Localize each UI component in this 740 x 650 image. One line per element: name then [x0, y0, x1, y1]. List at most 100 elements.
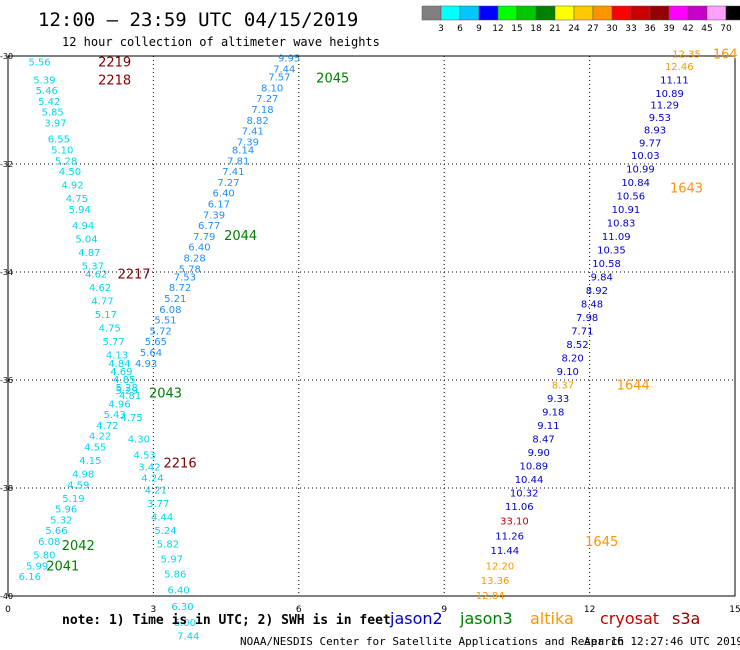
wave-height-point: 5.21	[164, 294, 186, 305]
wave-height-point: 4.44	[151, 513, 173, 524]
footer-timestamp: Apr 16 12:27:46 UTC 2019	[584, 635, 740, 648]
wave-height-point: 11.06	[505, 502, 534, 513]
wave-height-point: 10.84	[621, 178, 650, 189]
x-tick-label: 9	[441, 605, 447, 615]
scale-label: 42	[682, 24, 693, 34]
legend-item: jason2	[389, 609, 443, 628]
scale-swatch	[478, 5, 499, 21]
wave-height-point: 6.30	[171, 602, 193, 613]
wave-height-point: 4.96	[108, 399, 130, 410]
wave-height-point: 5.04	[75, 235, 97, 246]
wave-height-point: 6.40	[213, 189, 235, 200]
wave-height-point: 10.44	[515, 475, 544, 486]
scale-swatch	[611, 5, 632, 21]
legend-item: cryosat	[600, 609, 659, 628]
wave-height-point: 4.87	[78, 248, 100, 259]
wave-height-point: 8.82	[246, 116, 268, 127]
wave-height-point: 8.37	[552, 380, 574, 391]
wave-height-point: 3.42	[138, 462, 160, 473]
track-label: 1644	[617, 378, 650, 393]
wave-height-point: 5.86	[164, 569, 186, 580]
wave-height-point: 5.65	[145, 337, 167, 348]
scale-label: 70	[720, 24, 732, 34]
x-tick-label: 3	[151, 605, 157, 615]
wave-height-point: 6.17	[208, 200, 230, 211]
x-tick-label: 6	[296, 605, 302, 615]
wave-height-point: 4.21	[145, 486, 167, 497]
wave-height-point: 6.00	[174, 618, 196, 629]
wave-height-point: 7.57	[268, 73, 290, 84]
scale-swatch	[440, 5, 461, 21]
wave-height-point: 5.10	[51, 146, 73, 157]
wave-height-point: 8.47	[532, 434, 554, 445]
track-label: 2216	[164, 457, 197, 472]
wave-height-point: 3.97	[44, 119, 66, 130]
y-tick-label: -30	[0, 52, 13, 61]
wave-height-point: 9.10	[557, 367, 579, 378]
wave-height-point: 8.92	[586, 286, 608, 297]
wave-height-point: 7.71	[571, 326, 593, 337]
wave-height-point: 4.24	[141, 473, 163, 484]
wave-height-point: 7.27	[217, 178, 239, 189]
scale-swatch	[630, 5, 651, 21]
wave-height-point: 7.27	[256, 94, 278, 105]
wave-height-point: 7.44	[177, 632, 199, 643]
wave-height-point: 4.55	[84, 443, 106, 454]
footer-note: note: 1) Time is in UTC; 2) SWH is in fe…	[62, 613, 391, 628]
x-tick-label: 0	[5, 605, 11, 615]
wave-height-point: 10.89	[655, 89, 684, 100]
wave-height-point: 4.75	[120, 413, 142, 424]
wave-height-point: 4.53	[134, 451, 156, 462]
wave-height-point: 10.35	[597, 245, 626, 256]
scale-label: 3	[438, 24, 444, 34]
wave-height-point: 6.08	[159, 305, 181, 316]
plot-grid	[7, 55, 736, 597]
wave-height-point: 6.40	[188, 243, 210, 254]
satellite-legend: jason2 jason3 altika cryosat s3a	[389, 609, 700, 628]
scale-label: 15	[511, 24, 522, 34]
wave-height-point: 5.97	[161, 554, 183, 565]
wave-height-point: 33.10	[500, 516, 529, 527]
x-tick-label: 12	[584, 605, 595, 615]
scale-swatch	[668, 5, 689, 21]
wave-height-point: 7.44	[273, 65, 295, 76]
wave-height-point: 9.11	[537, 421, 559, 432]
wave-height-point: 8.93	[644, 126, 666, 137]
wave-height-point: 5.28	[116, 383, 138, 394]
wave-height-point: 12.20	[486, 561, 515, 572]
wave-height-point: 6.77	[198, 221, 220, 232]
wave-height-point: 4.13	[106, 351, 128, 362]
wave-height-point: 7.39	[203, 210, 225, 221]
wave-height-point: 4.75	[99, 324, 121, 335]
wave-height-point: 10.56	[616, 191, 645, 202]
wave-height-point: 5.37	[82, 262, 104, 273]
scale-label: 6	[457, 24, 463, 34]
wave-height-point: 11.44	[490, 546, 519, 557]
wave-height-point: 5.77	[103, 337, 125, 348]
y-tick-label: -38	[0, 484, 13, 493]
wave-height-point: 7.53	[174, 272, 196, 283]
wave-height-point: 4.62	[85, 270, 107, 281]
wave-height-point: 5.56	[28, 57, 50, 68]
scale-label: 33	[625, 24, 636, 34]
wave-height-point: 5.66	[45, 526, 67, 537]
wave-height-point: 8.72	[169, 283, 191, 294]
wave-height-point: 5.32	[50, 515, 72, 526]
wave-height-point: 12.35	[672, 49, 701, 60]
wave-height-point: 10.89	[520, 461, 549, 472]
scale-swatch	[497, 5, 518, 21]
scale-label: 21	[549, 24, 560, 34]
scale-label: 12	[492, 24, 503, 34]
wave-height-point: 4.75	[66, 194, 88, 205]
scale-swatch	[421, 5, 442, 21]
wave-height-point: 10.58	[592, 259, 621, 270]
wave-height-point: 9.53	[649, 113, 671, 124]
scale-swatch	[573, 5, 594, 21]
wave-height-point: 11.09	[602, 232, 631, 243]
wave-height-point: 5.72	[150, 326, 172, 337]
wave-height-point: 5.94	[69, 205, 91, 216]
scale-label: 27	[587, 24, 598, 34]
wave-height-point: 13.36	[481, 576, 510, 587]
